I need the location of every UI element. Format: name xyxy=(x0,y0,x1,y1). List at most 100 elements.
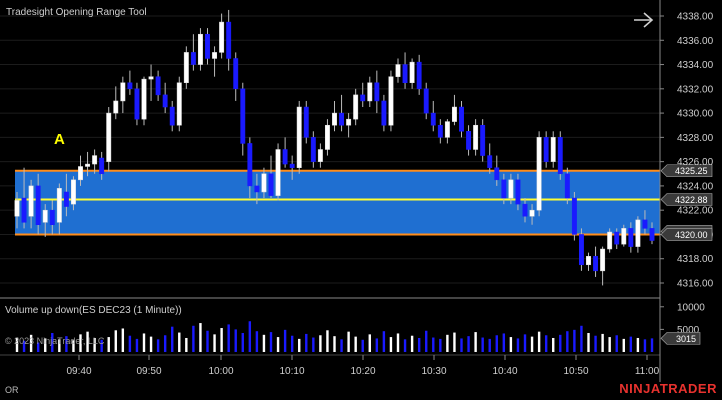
candle xyxy=(92,149,98,174)
volume-bar xyxy=(453,332,456,352)
volume-bar xyxy=(79,334,82,352)
candle xyxy=(289,155,295,180)
volume-bar xyxy=(580,325,583,352)
candle xyxy=(303,100,309,144)
volume-bar xyxy=(93,337,96,352)
candle xyxy=(212,46,218,77)
volume-bar xyxy=(72,340,75,352)
candle xyxy=(388,70,394,132)
candle xyxy=(416,54,422,95)
volume-bar xyxy=(135,338,139,352)
candle xyxy=(261,167,267,199)
volume-bar xyxy=(439,338,442,352)
candle xyxy=(494,155,500,186)
volume-bar xyxy=(446,334,449,352)
candle xyxy=(402,52,408,89)
volume-bar xyxy=(516,338,520,352)
volume-bar xyxy=(432,337,435,352)
price-tick-label: 4338.00 xyxy=(677,12,714,23)
opening-range-band xyxy=(15,170,660,235)
volume-bar xyxy=(594,335,597,352)
volume-bar xyxy=(425,330,428,352)
volume-bar xyxy=(44,338,47,352)
candle xyxy=(310,131,316,168)
price-tick-label: 4328.00 xyxy=(677,133,714,144)
volume-last-flag: 3015 xyxy=(660,332,701,345)
price-tick-label: 4330.00 xyxy=(677,109,714,120)
volume-bar xyxy=(488,338,491,352)
volume-tick-label: 5000 xyxy=(677,325,700,336)
arrow-right-icon[interactable] xyxy=(632,8,656,28)
candle xyxy=(649,222,655,245)
candle xyxy=(106,107,112,172)
volume-bar xyxy=(114,330,117,352)
volume-bar xyxy=(248,321,252,352)
volume-bar xyxy=(509,337,513,352)
candle xyxy=(459,100,464,138)
candle xyxy=(451,94,457,126)
volume-bar xyxy=(22,340,26,352)
volume-bar xyxy=(241,333,244,352)
volume-bar xyxy=(403,339,407,352)
candle xyxy=(409,58,415,89)
candle xyxy=(268,155,274,199)
candle xyxy=(141,76,147,126)
volume-bar xyxy=(276,337,280,352)
volume-bar xyxy=(319,335,322,352)
candle xyxy=(332,100,337,132)
candle xyxy=(529,204,535,225)
candle xyxy=(254,173,260,205)
candle xyxy=(487,143,493,174)
chart-title: Tradesight Opening Range Tool xyxy=(6,7,147,18)
candle xyxy=(28,179,34,229)
time-tick-label: 10:00 xyxy=(208,366,233,377)
candle xyxy=(275,143,281,201)
candle xyxy=(480,119,486,162)
volume-bar xyxy=(333,336,336,352)
volume-bar xyxy=(615,335,618,352)
time-axis[interactable]: 09:40 09:50 10:00 10:10 10:20 10:30 10:40 10:50… xyxy=(66,355,660,377)
brand-logo: NINJATRADER xyxy=(619,381,717,396)
candle xyxy=(282,137,288,168)
tab-or[interactable]: OR xyxy=(5,385,19,395)
volume-bar xyxy=(213,334,216,352)
candle xyxy=(317,143,323,168)
candle xyxy=(21,167,27,229)
volume-bar xyxy=(495,335,498,352)
candle xyxy=(353,88,359,126)
volume-tick-label: 10000 xyxy=(677,302,705,313)
candle xyxy=(14,191,20,229)
volume-bar xyxy=(537,331,541,352)
candle xyxy=(360,82,366,108)
volume-bar xyxy=(375,338,379,352)
candle xyxy=(564,167,570,205)
volume-bar xyxy=(650,338,654,352)
volume-bar xyxy=(156,339,160,352)
candle xyxy=(85,151,91,177)
time-tick-label: 10:20 xyxy=(350,366,375,377)
candle xyxy=(226,9,232,71)
candle xyxy=(346,113,352,138)
price-tick-label: 4326.00 xyxy=(677,157,714,168)
time-tick-label: 10:30 xyxy=(421,366,446,377)
time-tick-label: 09:50 xyxy=(136,366,161,377)
volume-bar xyxy=(199,323,202,352)
candle xyxy=(155,70,161,101)
candle xyxy=(49,200,55,235)
candle xyxy=(466,125,472,156)
volume-bar xyxy=(417,337,421,352)
candle xyxy=(205,28,210,65)
volume-bar xyxy=(171,326,174,352)
candle xyxy=(70,176,76,211)
price-flag: 4325.25 xyxy=(660,164,713,178)
volume-bar xyxy=(107,337,110,352)
candle xyxy=(63,173,69,217)
candle xyxy=(515,173,521,211)
candle xyxy=(536,131,542,217)
volume-series xyxy=(15,321,654,352)
volume-bar xyxy=(530,336,534,352)
time-tick-label: 10:50 xyxy=(563,366,588,377)
volume-bar xyxy=(58,339,61,352)
